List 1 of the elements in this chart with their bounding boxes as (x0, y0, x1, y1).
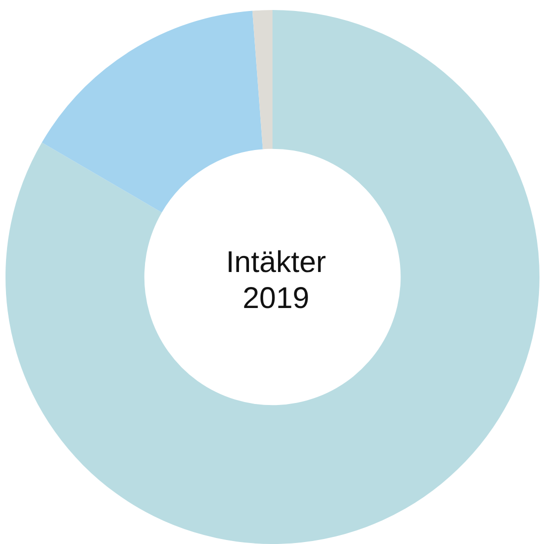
text: Intäkter 2019 (224, 245, 328, 317)
